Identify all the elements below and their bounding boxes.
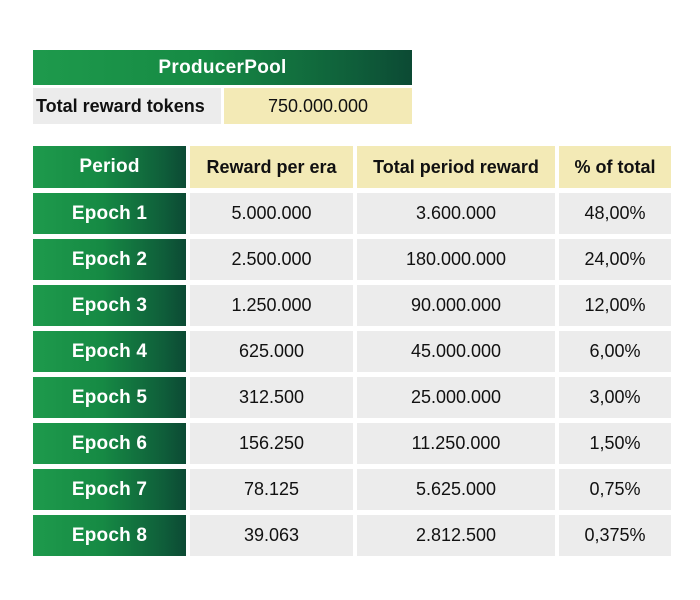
pool-title: ProducerPool: [33, 50, 412, 85]
period-cell: Epoch 8: [33, 515, 186, 556]
period-cell: Epoch 6: [33, 423, 186, 464]
percent-of-total-cell: 3,00%: [559, 377, 671, 418]
percent-of-total-cell: 48,00%: [559, 193, 671, 234]
percent-of-total-cell: 12,00%: [559, 285, 671, 326]
total-period-reward-cell: 90.000.000: [357, 285, 555, 326]
total-period-reward-cell: 25.000.000: [357, 377, 555, 418]
reward-per-era-cell: 625.000: [190, 331, 353, 372]
total-reward-value: 750.000.000: [224, 88, 412, 124]
percent-of-total-cell: 0,375%: [559, 515, 671, 556]
percent-of-total-cell: 24,00%: [559, 239, 671, 280]
header-percent-of-total: % of total: [559, 146, 671, 188]
total-period-reward-cell: 11.250.000: [357, 423, 555, 464]
reward-per-era-cell: 39.063: [190, 515, 353, 556]
period-cell: Epoch 1: [33, 193, 186, 234]
period-cell: Epoch 2: [33, 239, 186, 280]
total-period-reward-cell: 180.000.000: [357, 239, 555, 280]
header-reward-per-era: Reward per era: [190, 146, 353, 188]
percent-of-total-cell: 1,50%: [559, 423, 671, 464]
total-period-reward-cell: 2.812.500: [357, 515, 555, 556]
reward-per-era-cell: 5.000.000: [190, 193, 353, 234]
reward-per-era-cell: 156.250: [190, 423, 353, 464]
reward-per-era-cell: 312.500: [190, 377, 353, 418]
total-period-reward-cell: 3.600.000: [357, 193, 555, 234]
reward-per-era-cell: 78.125: [190, 469, 353, 510]
period-cell: Epoch 3: [33, 285, 186, 326]
header-total-period-reward: Total period reward: [357, 146, 555, 188]
period-cell: Epoch 5: [33, 377, 186, 418]
percent-of-total-cell: 6,00%: [559, 331, 671, 372]
percent-of-total-cell: 0,75%: [559, 469, 671, 510]
period-cell: Epoch 4: [33, 331, 186, 372]
reward-per-era-cell: 2.500.000: [190, 239, 353, 280]
total-period-reward-cell: 45.000.000: [357, 331, 555, 372]
reward-per-era-cell: 1.250.000: [190, 285, 353, 326]
total-reward-label: Total reward tokens: [33, 88, 221, 124]
reward-table: Period Reward per era Total period rewar…: [33, 146, 671, 556]
header-period: Period: [33, 146, 186, 188]
total-period-reward-cell: 5.625.000: [357, 469, 555, 510]
period-cell: Epoch 7: [33, 469, 186, 510]
